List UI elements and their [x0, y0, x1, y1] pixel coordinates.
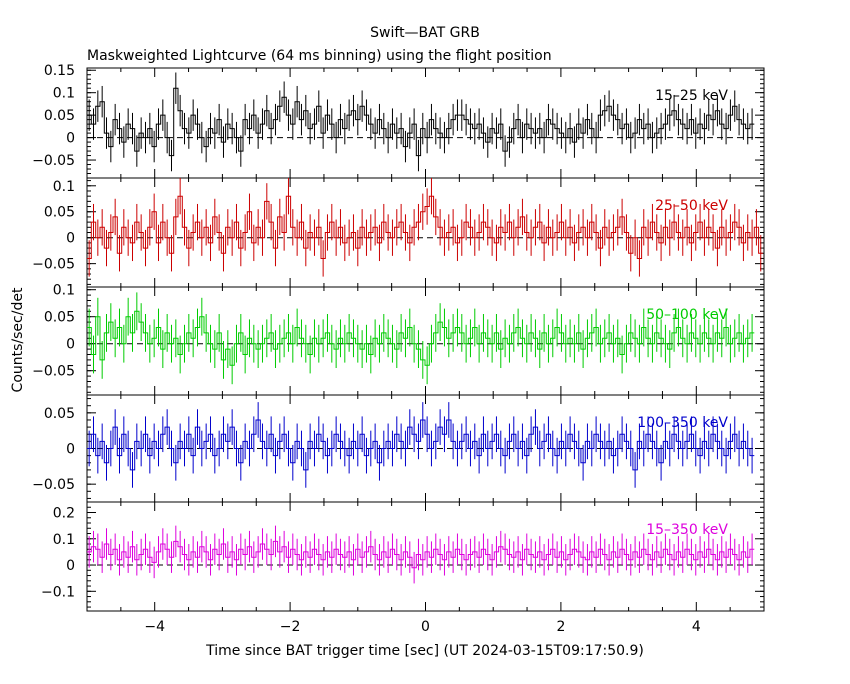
y-tick-label: 0.05 — [44, 310, 75, 326]
series-label: 50–100 keV — [646, 307, 728, 323]
x-tick-label: −2 — [280, 619, 301, 635]
panel-4: −0.1 0 0.1 0.2 15–350 keV — [41, 501, 765, 612]
y-tick-label: −0.1 — [41, 584, 75, 600]
chart-title: Swift—BAT GRB — [370, 25, 480, 41]
y-tick-label: 0.1 — [53, 179, 75, 195]
y-tick-label: 0.1 — [53, 532, 75, 548]
series-label: 100–350 keV — [637, 415, 728, 431]
x-tick-label: 0 — [421, 619, 430, 635]
y-tick-label: 0 — [66, 442, 75, 458]
series-label: 15–25 keV — [655, 88, 728, 104]
y-tick-label: −0.05 — [32, 477, 75, 493]
y-tick-label: 0.2 — [53, 506, 75, 522]
series-line — [87, 419, 755, 471]
x-tick-label: 2 — [556, 619, 565, 635]
y-tick-label: −0.05 — [32, 257, 75, 273]
panel-3: −0.05 0 0.05 100–350 keV — [32, 394, 765, 503]
series-line — [87, 87, 755, 157]
y-tick-label: −0.05 — [32, 364, 75, 380]
y-axis-label: Counts/sec/det — [10, 287, 26, 392]
y-tick-label: 0.15 — [44, 63, 75, 79]
y-tick-label: 0.05 — [44, 406, 75, 422]
y-tick-label: 0.05 — [44, 205, 75, 221]
series-label: 15–350 keV — [646, 522, 728, 538]
y-tick-label: 0.1 — [53, 283, 75, 299]
y-tick-label: 0.1 — [53, 86, 75, 102]
x-axis-label: Time since BAT trigger time [sec] (UT 20… — [205, 643, 644, 659]
chart-subtitle: Maskweighted Lightcurve (64 ms binning) … — [87, 48, 552, 64]
x-tick-label: 4 — [692, 619, 701, 635]
y-tick-label: 0 — [66, 337, 75, 353]
series-label: 25–50 keV — [655, 198, 728, 214]
panels-group: −0.05 0 0.05 0.1 0.15 15–25 keV −0.05 0 0.05 0.1 2… — [32, 63, 765, 635]
panel-0: −0.05 0 0.05 0.1 0.15 15–25 keV — [32, 63, 765, 179]
panel-1: −0.05 0 0.05 0.1 25–50 keV — [32, 177, 765, 288]
panel-2: −0.05 0 0.05 0.1 50–100 keV — [32, 283, 765, 396]
series-line — [87, 195, 763, 259]
series-line — [87, 310, 755, 366]
series-line — [87, 540, 755, 569]
x-tick-label: −4 — [144, 619, 165, 635]
y-tick-label: 0 — [66, 558, 75, 574]
y-tick-label: 0 — [66, 231, 75, 247]
y-tick-label: −0.05 — [32, 153, 75, 169]
y-tick-label: 0.05 — [44, 108, 75, 124]
y-tick-label: 0 — [66, 131, 75, 147]
